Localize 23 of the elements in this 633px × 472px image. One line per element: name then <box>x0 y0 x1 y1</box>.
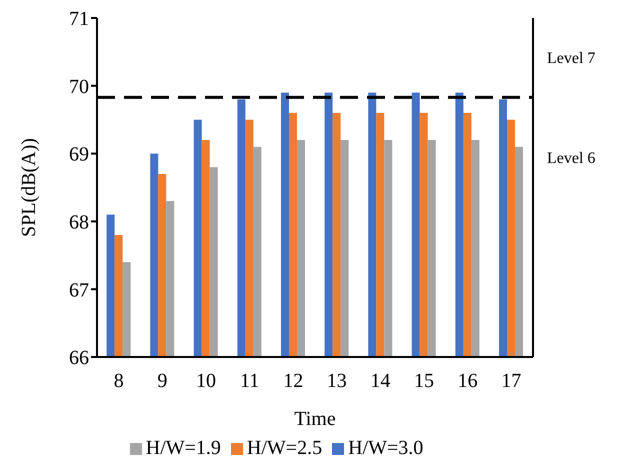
legend-label: H/W=2.5 <box>246 437 322 459</box>
x-tick-label: 9 <box>157 370 168 392</box>
text: Level 6 <box>547 150 596 168</box>
y-tick-label: 68 <box>69 212 89 234</box>
x-tick-label: 12 <box>283 370 304 392</box>
x-tick-label: 10 <box>196 370 216 392</box>
y-axis-title: SPL(dB(A)) <box>18 138 40 237</box>
x-axis-title: Time <box>294 408 336 430</box>
legend-label: H/W=1.9 <box>146 437 221 459</box>
x-tick-label: 14 <box>370 370 390 392</box>
y-tick-label: 71 <box>69 8 89 30</box>
y-tick-label: 69 <box>69 144 89 166</box>
x-tick-label: 16 <box>458 370 478 392</box>
x-tick-label: 11 <box>240 370 260 392</box>
y-tick-label: 70 <box>69 76 89 98</box>
y-tick-label: 67 <box>69 279 89 302</box>
text: Level 7 <box>547 50 596 68</box>
x-tick-label: 15 <box>414 370 434 392</box>
x-tick-label: 13 <box>326 370 347 392</box>
y-tick-label: 66 <box>69 347 89 370</box>
x-tick-label: 17 <box>501 370 522 392</box>
x-tick-label: 8 <box>114 370 124 392</box>
legend-label: H/W=3.0 <box>348 437 424 459</box>
